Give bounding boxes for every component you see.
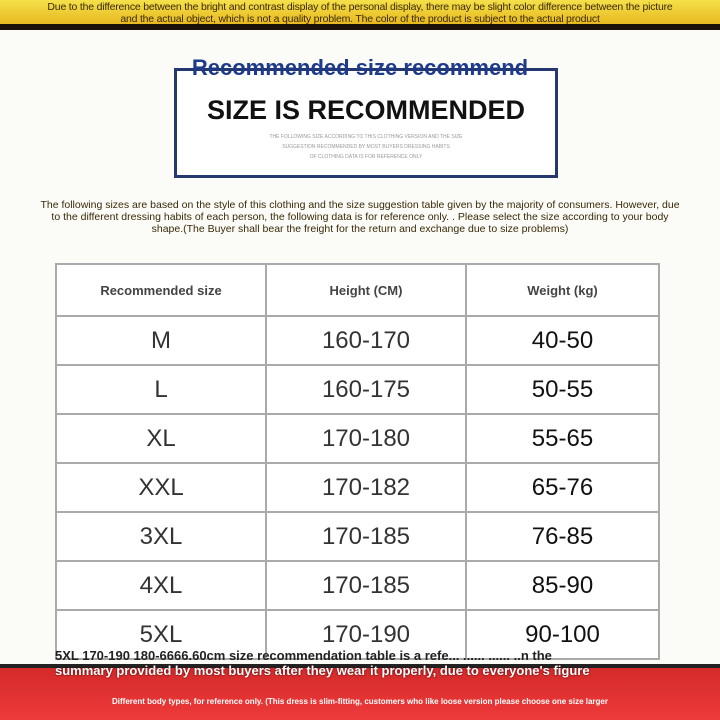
cell-height: 160-170 — [265, 315, 467, 366]
cell-size: XL — [55, 413, 267, 464]
table-row: 4XL 170-185 85-90 — [55, 560, 660, 611]
cell-weight: 85-90 — [465, 560, 660, 611]
cell-size: 4XL — [55, 560, 267, 611]
cell-size: L — [55, 364, 267, 415]
cell-weight: 76-85 — [465, 511, 660, 562]
cell-height: 170-180 — [265, 413, 467, 464]
size-table: Recommended size Height (CM) Weight (kg)… — [55, 263, 660, 660]
size-heading-box: SIZE IS RECOMMENDED THE FOLLOWING SIZE A… — [174, 68, 558, 178]
cell-height: 170-182 — [265, 462, 467, 513]
overlay-line: summary provided by most buyers after th… — [55, 663, 590, 678]
cell-weight: 55-65 — [465, 413, 660, 464]
page-title: Recommended size recommend — [191, 55, 529, 80]
cell-height: 170-190 — [265, 609, 467, 660]
header-weight: Weight (kg) — [465, 263, 660, 317]
color-disclaimer: Due to the difference between the bright… — [47, 1, 673, 25]
cell-height: 160-175 — [265, 364, 467, 415]
table-row: 3XL 170-185 76-85 — [55, 511, 660, 562]
cell-weight: 50-55 — [465, 364, 660, 415]
header-height: Height (CM) — [265, 263, 467, 317]
box-line: THE FOLLOWING SIZE ACCORDING TO THIS CLO… — [269, 134, 463, 140]
top-banner — [0, 0, 720, 24]
divider — [0, 664, 720, 669]
table-header: Recommended size Height (CM) Weight (kg) — [55, 263, 660, 317]
bottom-banner — [0, 668, 720, 720]
cell-size: 5XL — [55, 609, 267, 660]
table-row: 5XL 170-190 90-100 — [55, 609, 660, 660]
cell-weight: 40-50 — [465, 315, 660, 366]
box-line: OF CLOTHING DATA IS FOR REFERENCE ONLY — [309, 154, 423, 160]
cell-height: 170-185 — [265, 511, 467, 562]
table-row: L 160-175 50-55 — [55, 364, 660, 415]
footer-note: Different body types, for reference only… — [112, 697, 608, 706]
overlay-line: 5XL 170-190 180-6666.60cm size recommend… — [55, 648, 552, 663]
table-row: XXL 170-182 65-76 — [55, 462, 660, 513]
cell-weight: 90-100 — [465, 609, 660, 660]
size-heading: SIZE IS RECOMMENDED — [206, 95, 526, 125]
header-size: Recommended size — [55, 263, 267, 317]
box-line: SUGGESTION RECOMMENDED BY MOST BUYERS DR… — [282, 144, 450, 150]
cell-weight: 65-76 — [465, 462, 660, 513]
cell-size: M — [55, 315, 267, 366]
cell-height: 170-185 — [265, 560, 467, 611]
overlay-text: 5XL 170-190 180-6666.60cm size recommend… — [55, 648, 675, 678]
table-row: XL 170-180 55-65 — [55, 413, 660, 464]
cell-size: XXL — [55, 462, 267, 513]
cell-size: 3XL — [55, 511, 267, 562]
table-row: M 160-170 40-50 — [55, 315, 660, 366]
size-note: The following sizes are based on the sty… — [40, 199, 680, 235]
divider — [0, 24, 720, 30]
